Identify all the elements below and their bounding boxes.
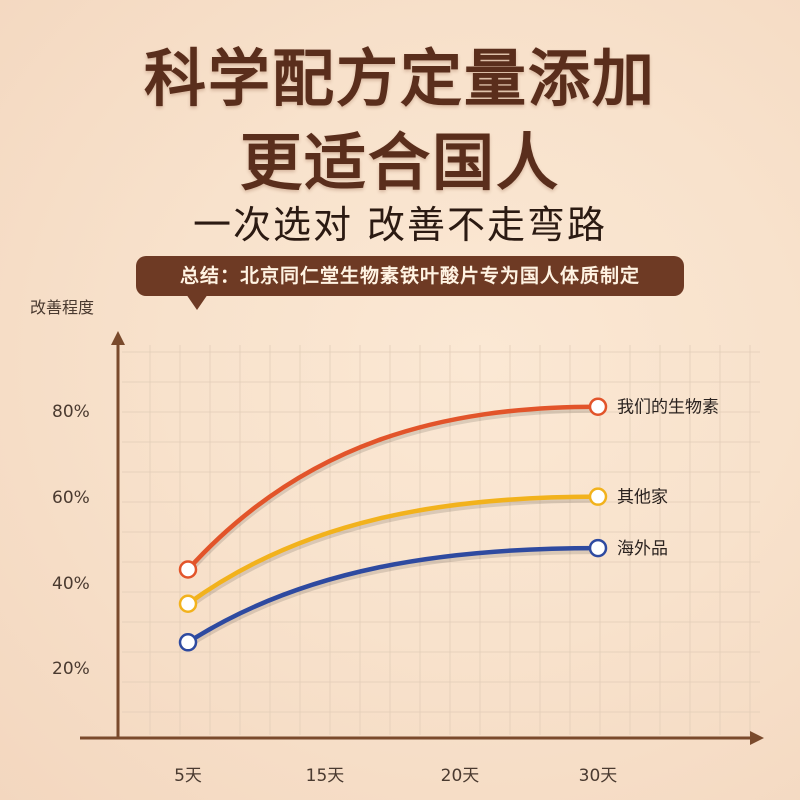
- summary-banner-pointer: [186, 294, 208, 310]
- series-point-start: [178, 633, 198, 652]
- series-line: [185, 404, 601, 572]
- headline-line-2: 更适合国人: [239, 126, 560, 199]
- chart-grid: [122, 345, 760, 735]
- series-point-end: [588, 538, 608, 558]
- chart-axes: [80, 331, 764, 745]
- series-line: [185, 545, 601, 645]
- chart-series: [178, 397, 608, 652]
- series-point-start: [178, 594, 198, 613]
- series-label: 我们的生物素: [617, 398, 719, 418]
- series-point-end: [588, 397, 608, 416]
- x-tick-label: 20天: [441, 766, 480, 786]
- y-tick-label: 60%: [52, 488, 90, 508]
- headline-line-1: 科学配方定量添加: [143, 42, 656, 115]
- y-tick-label: 80%: [52, 402, 90, 422]
- summary-banner: 总结：北京同仁堂生物素铁叶酸片专为国人体质制定: [136, 256, 684, 296]
- series-label: 其他家: [617, 488, 668, 508]
- x-tick-label: 5天: [174, 766, 202, 786]
- series-point-end: [588, 487, 608, 506]
- y-axis-title: 改善程度: [30, 298, 94, 317]
- series-line: [185, 494, 601, 606]
- x-axis-arrow: [750, 731, 764, 745]
- x-tick-label: 15天: [306, 766, 345, 786]
- series-label: 海外品: [617, 539, 668, 559]
- y-tick-label: 20%: [52, 659, 90, 679]
- series-point-start: [178, 560, 198, 579]
- y-axis-arrow: [111, 331, 125, 345]
- y-tick-label: 40%: [52, 574, 90, 594]
- x-tick-label: 30天: [579, 766, 618, 786]
- subtitle: 一次选对 改善不走弯路: [192, 203, 608, 247]
- series-line-shadow: [186, 548, 599, 648]
- series-line-shadow: [186, 496, 599, 610]
